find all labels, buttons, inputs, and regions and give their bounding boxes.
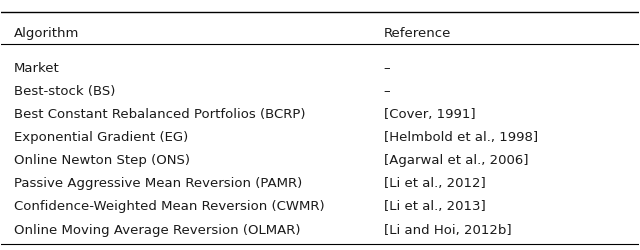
Text: [Li et al., 2012]: [Li et al., 2012]: [384, 177, 486, 190]
Text: Exponential Gradient (EG): Exponential Gradient (EG): [14, 131, 188, 143]
Text: Online Newton Step (ONS): Online Newton Step (ONS): [14, 154, 190, 166]
Text: Reference: Reference: [384, 27, 451, 40]
Text: Market: Market: [14, 62, 60, 74]
Text: [Cover, 1991]: [Cover, 1991]: [384, 108, 476, 120]
Text: Best Constant Rebalanced Portfolios (BCRP): Best Constant Rebalanced Portfolios (BCR…: [14, 108, 306, 120]
Text: [Helmbold et al., 1998]: [Helmbold et al., 1998]: [384, 131, 538, 143]
Text: Confidence-Weighted Mean Reversion (CWMR): Confidence-Weighted Mean Reversion (CWMR…: [14, 200, 324, 212]
Text: –: –: [384, 85, 390, 98]
Text: –: –: [384, 62, 390, 74]
Text: [Li and Hoi, 2012b]: [Li and Hoi, 2012b]: [384, 222, 511, 235]
Text: Best-stock (BS): Best-stock (BS): [14, 85, 115, 98]
Text: [Li et al., 2013]: [Li et al., 2013]: [384, 200, 486, 212]
Text: Online Moving Average Reversion (OLMAR): Online Moving Average Reversion (OLMAR): [14, 222, 301, 235]
Text: Algorithm: Algorithm: [14, 27, 79, 40]
Text: [Agarwal et al., 2006]: [Agarwal et al., 2006]: [384, 154, 528, 166]
Text: Passive Aggressive Mean Reversion (PAMR): Passive Aggressive Mean Reversion (PAMR): [14, 177, 302, 190]
